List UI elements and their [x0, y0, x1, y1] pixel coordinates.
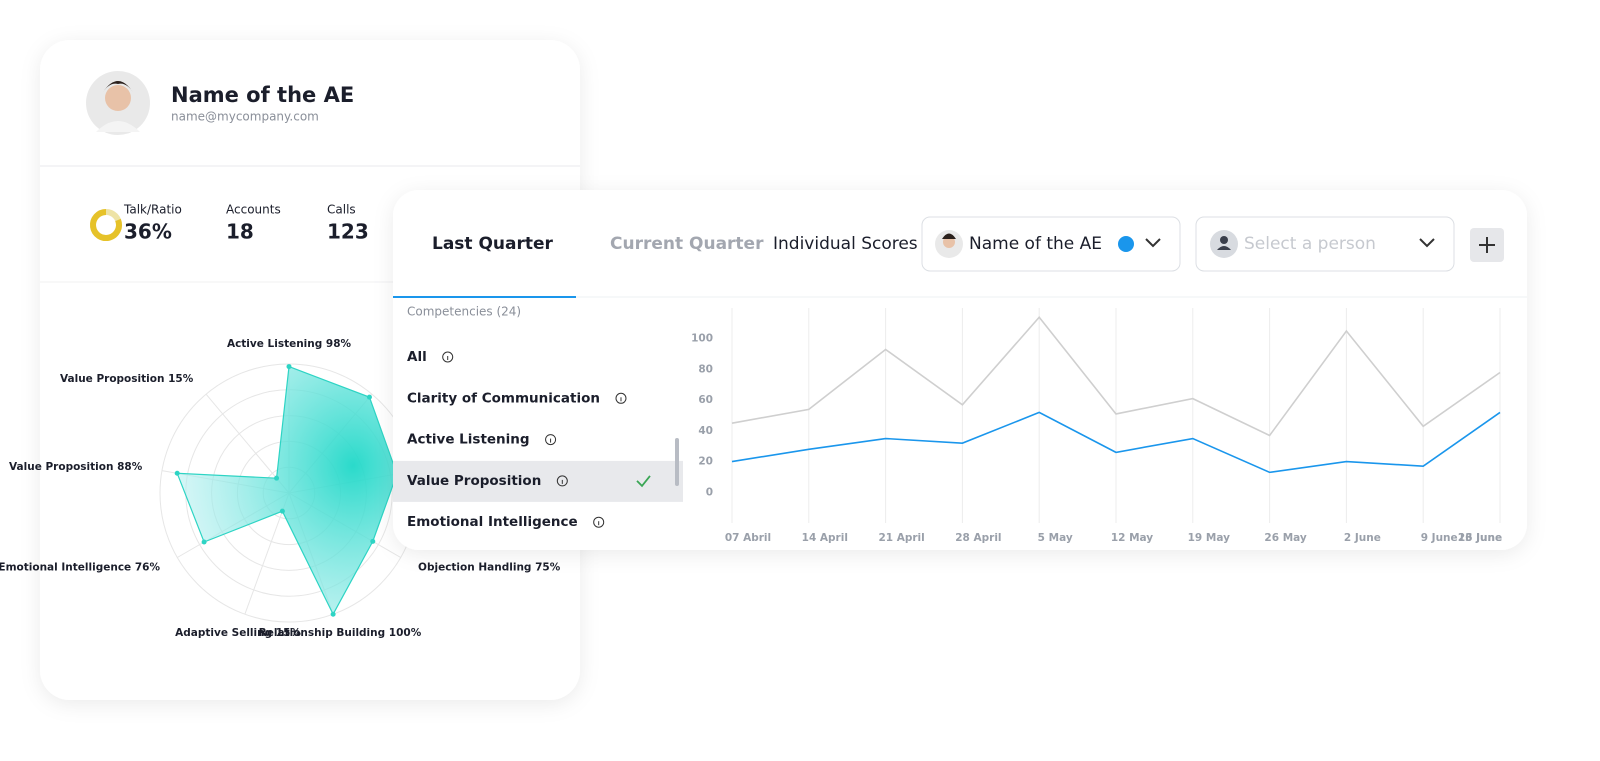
series-dot [1118, 236, 1134, 252]
x-tick-label: 23 June [1458, 532, 1502, 544]
info-icon [615, 392, 627, 404]
radar-label: Value Proposition 88% [9, 461, 143, 473]
radar-label: Active Listening 98% [227, 338, 352, 350]
radar-point [279, 508, 285, 514]
radar-point [174, 470, 180, 476]
list-item[interactable]: Value Proposition [407, 473, 541, 489]
radar-area [176, 365, 398, 616]
radar-label: Value Proposition 15% [60, 373, 194, 385]
plus-icon [1479, 237, 1495, 253]
stat-label: Accounts [226, 203, 281, 217]
y-tick-label: 20 [698, 456, 713, 468]
check-icon [636, 475, 651, 488]
x-tick-label: 07 Abril [725, 532, 771, 544]
chevron [1419, 238, 1435, 248]
profile-name: Name of the AE [171, 83, 354, 107]
x-tick-label: 28 April [955, 532, 1001, 544]
y-tick-label: 0 [706, 486, 713, 498]
x-tick-label: 5 May [1038, 532, 1073, 544]
info-icon [545, 434, 557, 446]
line-chart: 07 Abril 14 April 21 April 28 April 5 May 12 … [691, 308, 1502, 544]
radar-point [201, 539, 207, 545]
person-selector[interactable]: Select a person [1195, 216, 1455, 272]
radar-label: Objection Handling 75% [418, 562, 561, 574]
avatar-face [105, 85, 131, 111]
person-selector[interactable]: Name of the AE [921, 216, 1181, 272]
radar-label: Relationship Building 100% [259, 627, 422, 639]
chevron [1145, 238, 1161, 248]
x-tick-label: 14 April [802, 532, 848, 544]
x-tick-label: 2 June [1344, 532, 1381, 544]
line-series [731, 315, 1501, 437]
radar-label: Adaptive Selling 15% [175, 627, 301, 639]
list-item[interactable]: Active Listening [407, 432, 530, 448]
radar-label: Emotional Intelligence 76% [0, 562, 160, 574]
stat-label: Talk/Ratio [123, 203, 182, 217]
x-tick-label: 16 June [1458, 532, 1502, 544]
radar-chart: Active Listening 98% Objection Handling 7… [0, 338, 561, 639]
avatar-hair [103, 81, 133, 92]
info-icon [442, 351, 454, 363]
y-tick-label: 40 [698, 425, 713, 437]
y-tick-label: 100 [691, 333, 713, 345]
x-tick-label: 21 April [878, 532, 924, 544]
profile-email: name@mycompany.com [171, 110, 319, 124]
selector-placeholder: Select a person [1244, 234, 1376, 254]
list-item[interactable]: Clarity of Communication [407, 390, 600, 406]
y-tick-label: 80 [698, 363, 713, 375]
user-icon-body [1217, 246, 1231, 250]
radar-point [366, 394, 372, 400]
x-tick-label: 12 May [1111, 532, 1153, 544]
selector-box[interactable] [1195, 216, 1455, 272]
radar-point [330, 611, 336, 617]
x-tick-label: 26 May [1264, 532, 1306, 544]
tab[interactable]: Individual Scores [773, 234, 918, 254]
stat-value: 36% [124, 220, 172, 244]
selector-text: Name of the AE [969, 234, 1102, 254]
avatar-hair [942, 233, 956, 239]
talk-ratio-donut [90, 209, 122, 241]
line-series [731, 411, 1501, 474]
avatar-body [96, 121, 140, 132]
competency-list: All Clarity of Communication Active Listen… [393, 349, 683, 530]
radar-point [274, 475, 280, 481]
stat-value: 18 [226, 220, 254, 244]
x-tick-label: 9 June [1421, 532, 1458, 544]
list-item-selected-bg [393, 460, 683, 502]
list-item[interactable]: Emotional Intelligence [407, 514, 578, 530]
y-tick-label: 60 [698, 394, 713, 406]
stat-label: Calls [327, 203, 356, 217]
radar-point [370, 538, 376, 544]
user-icon-head [1220, 236, 1228, 244]
selector-box[interactable] [921, 216, 1181, 272]
list-item[interactable]: All [407, 349, 427, 365]
stat-value: 123 [327, 220, 369, 244]
scores-panel: Last Quarter Current Quarter Individual … [393, 190, 1527, 550]
info-icon [593, 516, 605, 528]
info-icon [556, 475, 568, 487]
radar-point [286, 364, 292, 370]
tab[interactable]: Current Quarter [610, 234, 764, 254]
x-tick-label: 19 May [1188, 532, 1230, 544]
list-heading: Competencies (24) [407, 305, 521, 319]
scrollbar [675, 438, 679, 486]
tab[interactable]: Last Quarter [432, 234, 554, 254]
